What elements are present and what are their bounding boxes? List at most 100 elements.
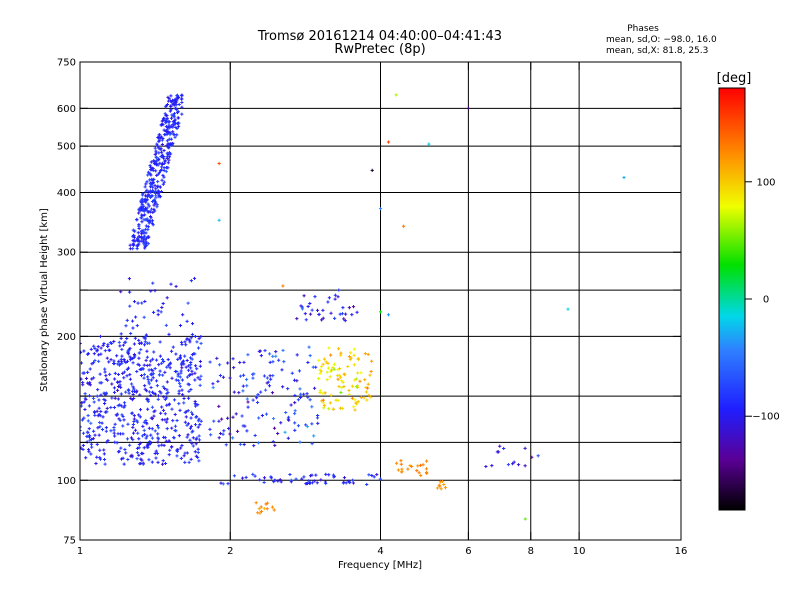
data-point bbox=[152, 177, 156, 181]
data-point bbox=[103, 349, 107, 353]
data-point bbox=[135, 446, 140, 450]
data-point bbox=[257, 349, 261, 353]
data-point bbox=[312, 386, 317, 390]
data-point bbox=[144, 182, 148, 186]
data-point bbox=[97, 433, 101, 437]
data-point bbox=[182, 396, 186, 401]
data-point bbox=[216, 379, 220, 383]
data-point bbox=[176, 357, 180, 361]
data-point bbox=[186, 433, 190, 437]
data-point bbox=[165, 132, 169, 136]
data-point bbox=[143, 213, 147, 217]
data-point bbox=[183, 460, 187, 464]
data-point bbox=[302, 392, 306, 396]
y-tick-label: 500 bbox=[57, 142, 76, 153]
data-point bbox=[183, 451, 187, 455]
data-point bbox=[262, 476, 267, 480]
data-point bbox=[157, 146, 161, 150]
data-point bbox=[155, 173, 159, 177]
data-point bbox=[156, 397, 160, 402]
data-point bbox=[173, 135, 177, 139]
data-point bbox=[197, 434, 201, 438]
data-point bbox=[132, 352, 137, 357]
data-point bbox=[378, 207, 383, 211]
data-point bbox=[198, 377, 202, 381]
data-point bbox=[241, 384, 245, 388]
data-point bbox=[189, 279, 194, 283]
data-point bbox=[142, 343, 147, 347]
data-point bbox=[352, 353, 356, 357]
data-point bbox=[186, 422, 191, 426]
data-point bbox=[148, 195, 153, 199]
data-point bbox=[321, 398, 325, 402]
data-point bbox=[91, 429, 96, 433]
data-point bbox=[339, 390, 343, 395]
data-point bbox=[160, 357, 165, 362]
data-point bbox=[163, 370, 167, 374]
data-point bbox=[271, 416, 276, 421]
data-point bbox=[116, 384, 121, 389]
data-point bbox=[342, 480, 346, 484]
data-point bbox=[272, 478, 277, 483]
data-point bbox=[149, 393, 153, 397]
data-point bbox=[86, 413, 90, 418]
data-point bbox=[125, 318, 129, 322]
phase-stats-x: mean, sd,X: 81.8, 25.3 bbox=[606, 46, 708, 56]
data-point bbox=[245, 397, 249, 401]
data-point bbox=[276, 479, 280, 483]
data-point bbox=[160, 405, 164, 409]
data-point bbox=[197, 459, 201, 463]
data-point bbox=[367, 393, 371, 398]
data-point bbox=[119, 392, 123, 396]
data-point bbox=[152, 414, 156, 418]
data-point bbox=[145, 349, 149, 353]
data-point bbox=[523, 517, 527, 521]
data-point bbox=[171, 345, 175, 349]
data-point bbox=[162, 443, 166, 448]
data-point bbox=[168, 362, 172, 366]
data-point bbox=[192, 276, 197, 281]
data-point bbox=[199, 374, 203, 378]
data-point bbox=[366, 386, 370, 390]
data-point bbox=[244, 377, 249, 382]
colorbar-ticks: 100 0 −100 bbox=[745, 177, 780, 423]
data-point bbox=[137, 222, 141, 227]
data-point bbox=[156, 440, 160, 444]
data-point bbox=[308, 301, 312, 306]
y-tick-label: 200 bbox=[57, 332, 76, 343]
data-point bbox=[98, 457, 103, 461]
data-point bbox=[92, 410, 97, 414]
data-point bbox=[83, 396, 87, 400]
data-point bbox=[329, 368, 334, 372]
data-point bbox=[171, 122, 175, 127]
data-point bbox=[80, 418, 85, 422]
data-point bbox=[96, 426, 100, 430]
data-point bbox=[302, 294, 306, 298]
data-point bbox=[178, 384, 182, 388]
data-point bbox=[88, 438, 92, 442]
data-point bbox=[97, 406, 101, 410]
data-point bbox=[193, 450, 197, 454]
data-point bbox=[118, 380, 122, 384]
data-point bbox=[83, 392, 87, 396]
data-point bbox=[156, 426, 160, 430]
data-point bbox=[125, 437, 130, 441]
data-point bbox=[262, 374, 267, 378]
data-point bbox=[140, 193, 145, 197]
data-point bbox=[171, 419, 175, 423]
data-point bbox=[113, 396, 117, 400]
data-point bbox=[143, 185, 147, 189]
data-point bbox=[348, 357, 352, 362]
data-point bbox=[211, 382, 215, 386]
data-point bbox=[161, 385, 165, 389]
data-point bbox=[131, 438, 135, 442]
data-point bbox=[221, 482, 225, 486]
data-point bbox=[84, 376, 89, 381]
data-point bbox=[125, 374, 129, 378]
data-point bbox=[87, 435, 92, 439]
data-point bbox=[186, 396, 191, 400]
data-point bbox=[182, 362, 186, 366]
data-point bbox=[146, 225, 151, 229]
data-point bbox=[174, 429, 178, 433]
data-point bbox=[329, 393, 333, 397]
